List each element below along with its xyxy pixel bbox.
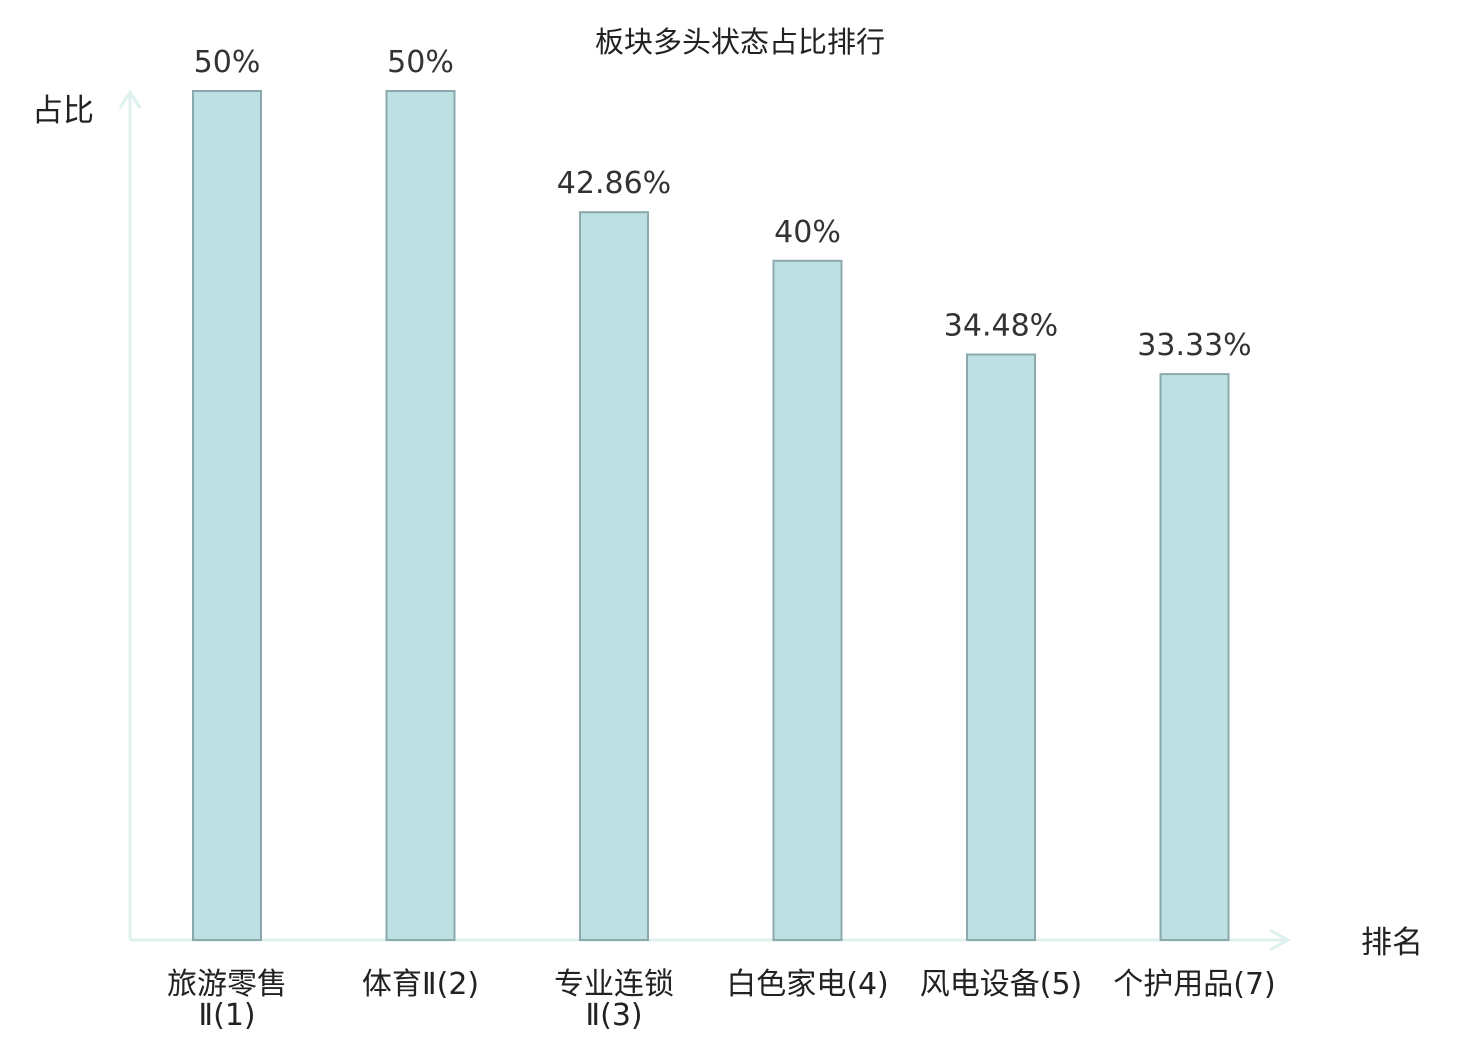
bar-value-label: 42.86% <box>557 166 671 201</box>
bar <box>966 353 1036 941</box>
x-axis-label: 排名 <box>1361 925 1423 961</box>
x-tick-label: Ⅱ(1) <box>198 998 255 1033</box>
bar <box>1159 373 1230 942</box>
y-axis-label: 占比 <box>32 93 94 129</box>
bar <box>385 90 456 941</box>
bar-value-label: 34.48% <box>944 309 1058 344</box>
chart-title: 板块多头状态占比排行 <box>595 25 885 59</box>
bar-value-label: 50% <box>387 45 454 80</box>
x-tick-label: 旅游零售 <box>167 967 287 1002</box>
axes <box>118 89 1292 952</box>
bar-value-label: 40% <box>774 215 841 250</box>
bars-group <box>192 90 1230 942</box>
x-axis-arrow <box>1269 928 1292 952</box>
x-tick-label: 专业连锁 <box>554 967 674 1002</box>
y-axis-arrow <box>118 89 142 109</box>
bar <box>192 90 262 941</box>
x-tick-label: 个护用品(7) <box>1113 967 1276 1002</box>
x-tick-label: 体育Ⅱ(2) <box>362 967 479 1002</box>
bar <box>772 259 843 941</box>
x-tick-label: Ⅱ(3) <box>585 998 642 1033</box>
bar-value-label: 50% <box>194 45 261 80</box>
x-tick-label: 风电设备(5) <box>920 967 1083 1002</box>
value-labels-group: 50% 50% 42.86% 40% 34.48% 33.33% <box>194 45 1252 363</box>
x-tick-label: 白色家电(4) <box>726 967 889 1002</box>
bar-value-label: 33.33% <box>1137 328 1251 363</box>
bar <box>579 211 649 941</box>
